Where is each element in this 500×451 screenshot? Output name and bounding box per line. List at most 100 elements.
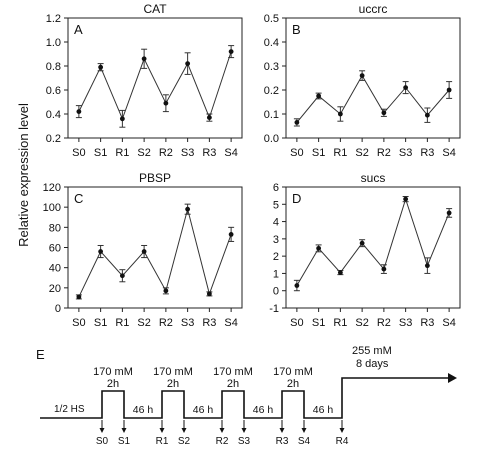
sample-label: R2 <box>216 436 229 447</box>
chart-panel-cat: CAT A 0.2 0.4 0.6 0.8 1.0 1.2 S0 S1 R1 S2 R2 S3 R3 S4 <box>46 2 243 159</box>
recovery-duration: 46 h <box>193 404 214 416</box>
y-tick-label: 0.8 <box>46 61 61 73</box>
sample-arrowhead <box>339 428 345 433</box>
y-tick-label: 0.5 <box>264 13 279 25</box>
data-point <box>424 263 430 269</box>
timeline-arrowhead <box>448 373 457 383</box>
chart-panel-pbsp: PBSP C 0 20 40 60 80 100 120 S0 S1 R1 S2 R2 S3 R3 S4 <box>43 171 243 329</box>
pulse-duration: 2h <box>107 378 119 390</box>
y-tick-label: 0.2 <box>264 85 279 97</box>
y-tick-label: 1 <box>273 268 279 280</box>
x-tick-label: S0 <box>72 317 85 329</box>
series-line <box>78 51 232 121</box>
pulse-concentration: 170 mM <box>93 366 133 378</box>
x-tick-label: S2 <box>355 147 368 159</box>
pulse-concentration: 170 mM <box>153 366 193 378</box>
panel-title: PBSP <box>139 171 171 185</box>
sample-arrowhead <box>99 428 105 433</box>
x-tick-label: S2 <box>355 317 368 329</box>
data-point <box>337 270 343 275</box>
data-point <box>381 266 387 272</box>
x-tick-label: R2 <box>159 317 173 329</box>
y-tick-label: 120 <box>43 182 61 194</box>
final-duration: 8 days <box>356 358 389 370</box>
data-point <box>98 249 104 254</box>
sample-label: S3 <box>238 436 251 447</box>
x-tick-label: S1 <box>312 317 325 329</box>
x-tick-label: S3 <box>399 147 412 159</box>
data-point <box>424 112 430 118</box>
y-tick-label: 0.3 <box>264 61 279 73</box>
x-tick-label: S4 <box>224 317 237 329</box>
chart-panel-sucs: sucs D -1 0 1 2 3 4 5 6 S0 S1 R1 S2 R2 S3 R3 S4 <box>269 171 461 329</box>
y-tick-label: 1.2 <box>46 13 61 25</box>
panel-title: CAT <box>143 2 167 16</box>
data-point <box>316 93 322 99</box>
x-tick-label: S4 <box>442 317 455 329</box>
data-point <box>403 196 409 202</box>
sample-label: S0 <box>96 436 109 447</box>
y-tick-label: 2 <box>273 251 279 263</box>
y-tick-label: -1 <box>269 303 279 315</box>
series-line <box>296 74 450 123</box>
y-tick-label: 1.0 <box>46 37 61 49</box>
y-tick-label: 0 <box>55 303 61 315</box>
x-tick-label: R1 <box>333 147 347 159</box>
x-tick-label: R3 <box>420 147 434 159</box>
treatment-timeline <box>40 377 448 419</box>
data-point <box>163 288 169 294</box>
data-point <box>185 206 191 212</box>
data-point <box>359 73 365 78</box>
panel-letter: B <box>292 22 301 37</box>
y-tick-label: 0.4 <box>264 37 279 49</box>
panel-letter: C <box>74 191 83 206</box>
x-tick-label: R2 <box>377 147 391 159</box>
plot-frame <box>67 17 243 139</box>
data-point <box>141 249 147 254</box>
x-tick-label: R3 <box>202 317 216 329</box>
data-point <box>119 273 125 279</box>
sample-arrowhead <box>159 428 165 433</box>
data-point <box>446 87 452 93</box>
data-point <box>446 210 452 216</box>
sample-arrowhead <box>181 428 187 433</box>
y-tick-label: 0 <box>273 286 279 298</box>
recovery-duration: 46 h <box>313 404 334 416</box>
sample-label: S1 <box>118 436 131 447</box>
y-axis-label: Relative expression level <box>16 103 31 247</box>
x-tick-label: S1 <box>312 147 325 159</box>
data-point <box>337 111 343 117</box>
recovery-duration: 46 h <box>253 404 274 416</box>
y-tick-label: 100 <box>43 202 61 214</box>
recovery-duration: 46 h <box>133 404 154 416</box>
final-concentration: 255 mM <box>352 345 392 357</box>
y-tick-label: 80 <box>49 222 61 234</box>
data-point <box>76 109 82 114</box>
x-tick-label: S3 <box>181 147 194 159</box>
data-point <box>228 231 234 237</box>
data-point <box>294 120 300 125</box>
x-tick-label: S3 <box>181 317 194 329</box>
data-point <box>76 294 82 300</box>
sample-arrowhead <box>219 428 225 433</box>
pulse-duration: 2h <box>167 378 179 390</box>
y-tick-label: 0.0 <box>264 133 279 145</box>
x-tick-label: S4 <box>224 147 237 159</box>
sample-arrowhead <box>241 428 247 433</box>
x-tick-label: S3 <box>399 317 412 329</box>
plot-frame <box>285 17 461 139</box>
x-tick-label: R2 <box>159 147 173 159</box>
plot-frame <box>67 186 243 309</box>
y-tick-label: 60 <box>49 243 61 255</box>
panel-title: sucs <box>361 171 386 185</box>
x-tick-label: S2 <box>137 317 150 329</box>
data-point <box>206 115 212 120</box>
data-point <box>163 100 169 106</box>
x-tick-label: R2 <box>377 317 391 329</box>
y-tick-label: 5 <box>273 199 279 211</box>
chart-panel-uccrc: uccrc B 0.0 0.1 0.2 0.3 0.4 0.5 S0 S1 R1 S2 R2 S3 R3 S4 <box>264 2 461 159</box>
x-tick-label: S2 <box>137 147 150 159</box>
series-line <box>296 197 450 286</box>
pulse-concentration: 170 mM <box>213 366 253 378</box>
